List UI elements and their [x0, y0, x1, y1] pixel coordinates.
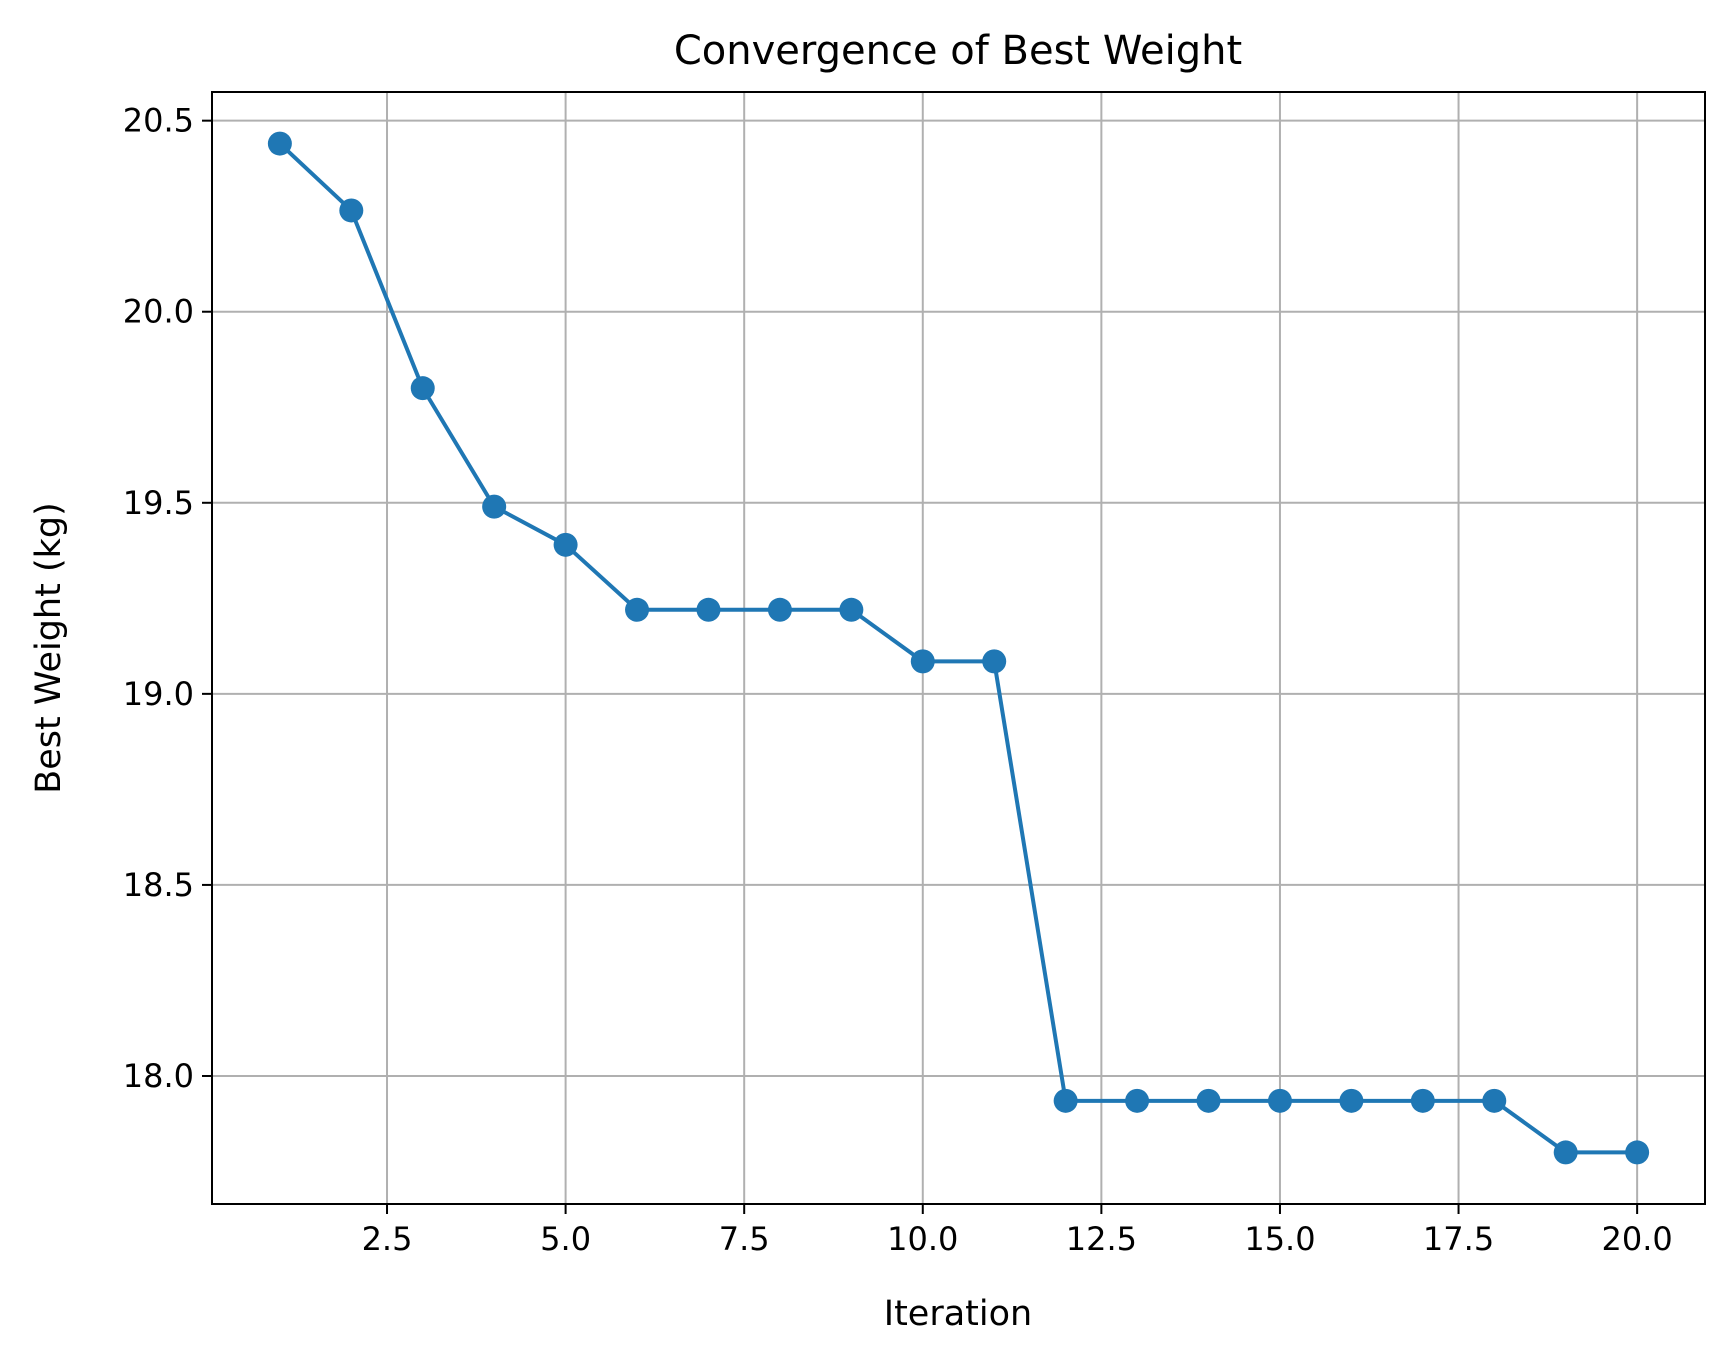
data-point — [910, 649, 935, 674]
data-point — [1482, 1088, 1507, 1113]
data-point — [482, 494, 507, 519]
x-tick-label: 5.0 — [540, 1220, 591, 1258]
data-point — [1053, 1088, 1078, 1113]
y-tick-label: 18.5 — [123, 866, 194, 904]
data-point — [1553, 1140, 1578, 1165]
chart-title: Convergence of Best Weight — [674, 28, 1242, 74]
plot-frame — [211, 91, 1706, 1205]
data-point — [267, 131, 292, 156]
y-tick-label: 20.0 — [123, 293, 194, 331]
data-point — [982, 649, 1007, 674]
data-markers — [267, 131, 1650, 1165]
data-point — [839, 597, 864, 622]
data-point — [625, 597, 650, 622]
x-axis-label: Iteration — [884, 1294, 1032, 1334]
x-tick-label: 7.5 — [719, 1220, 770, 1258]
y-tick-label: 20.5 — [123, 102, 194, 140]
data-point — [1625, 1140, 1650, 1165]
x-tick-label: 12.5 — [1066, 1220, 1137, 1258]
data-point — [696, 597, 721, 622]
x-tick-label: 15.0 — [1244, 1220, 1315, 1258]
data-point — [1339, 1088, 1364, 1113]
data-point — [553, 532, 578, 557]
data-point — [1196, 1088, 1221, 1113]
data-point — [1267, 1088, 1292, 1113]
y-tick-label: 18.0 — [123, 1057, 194, 1095]
data-point — [1125, 1088, 1150, 1113]
y-tick-label: 19.5 — [123, 484, 194, 522]
y-axis-label: Best Weight (kg) — [29, 502, 69, 793]
data-point — [410, 376, 435, 401]
data-point — [1410, 1088, 1435, 1113]
data-point — [767, 597, 792, 622]
y-tick-label: 19.0 — [123, 675, 194, 713]
x-tick-label: 17.5 — [1423, 1220, 1494, 1258]
x-tick-label: 10.0 — [887, 1220, 958, 1258]
x-tick-label: 20.0 — [1602, 1220, 1673, 1258]
data-point — [339, 198, 364, 223]
x-tick-label: 2.5 — [362, 1220, 413, 1258]
axis-ticks — [202, 119, 1639, 1214]
grid-lines — [212, 92, 1705, 1204]
